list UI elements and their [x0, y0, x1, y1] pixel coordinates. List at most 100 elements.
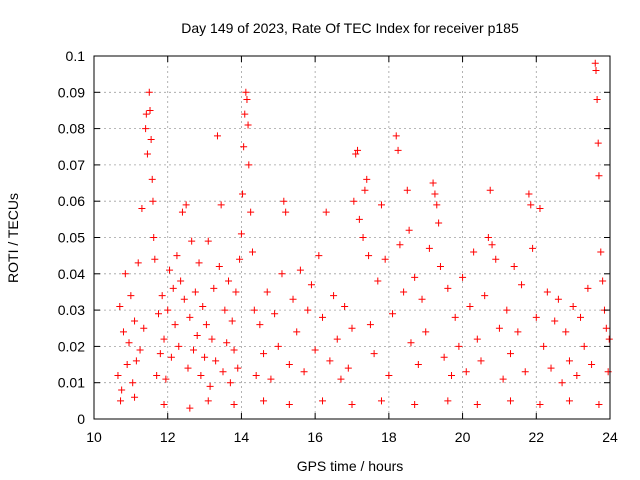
data-point — [429, 179, 437, 187]
data-point — [352, 150, 360, 158]
data-point — [230, 400, 238, 408]
data-point — [138, 204, 146, 212]
data-point — [221, 306, 229, 314]
data-point — [215, 263, 223, 271]
data-point — [486, 186, 494, 194]
x-tick-label: 24 — [602, 429, 618, 445]
data-point — [407, 339, 415, 347]
data-point — [337, 375, 345, 383]
data-point — [263, 288, 271, 296]
data-point — [202, 321, 210, 329]
data-point — [210, 284, 218, 292]
data-point — [492, 255, 500, 263]
data-point — [592, 67, 600, 75]
data-point — [223, 339, 231, 347]
data-point — [392, 132, 400, 140]
data-point — [132, 357, 140, 365]
data-point — [411, 273, 419, 281]
data-point — [422, 328, 430, 336]
data-point — [389, 310, 397, 318]
data-point — [584, 284, 592, 292]
data-point — [250, 306, 258, 314]
data-point — [435, 219, 443, 227]
data-point — [156, 350, 164, 358]
data-point — [304, 306, 312, 314]
data-point — [448, 371, 456, 379]
data-point — [169, 284, 177, 292]
data-point — [602, 324, 610, 332]
data-point — [164, 306, 172, 314]
data-point — [145, 88, 153, 96]
data-point — [319, 397, 327, 405]
data-point — [280, 197, 288, 205]
data-point — [289, 295, 297, 303]
data-point — [577, 313, 585, 321]
data-point — [271, 310, 279, 318]
x-axis-label: GPS time / hours — [297, 458, 404, 474]
data-point — [594, 139, 602, 147]
x-tick-label: 12 — [160, 429, 176, 445]
data-point — [274, 342, 282, 350]
data-point — [121, 270, 129, 278]
chart-title: Day 149 of 2023, Rate Of TEC Index for r… — [181, 20, 519, 36]
data-point — [226, 379, 234, 387]
data-point — [315, 252, 323, 260]
data-point — [167, 353, 175, 361]
data-point — [591, 59, 599, 67]
data-point — [377, 201, 385, 209]
data-point — [278, 270, 286, 278]
data-point — [359, 234, 367, 241]
data-point — [396, 241, 404, 249]
data-point — [451, 313, 459, 321]
x-tick-label: 14 — [234, 429, 250, 445]
data-point — [341, 302, 349, 310]
data-points — [114, 59, 613, 412]
data-point — [148, 175, 156, 183]
data-point — [440, 353, 448, 361]
data-point — [282, 208, 290, 216]
y-tick-label: 0.01 — [58, 375, 85, 391]
data-point — [160, 400, 168, 408]
data-point — [355, 215, 363, 223]
data-point — [414, 361, 422, 369]
data-point — [599, 277, 607, 285]
data-point — [543, 288, 551, 296]
data-point — [239, 190, 247, 198]
data-point — [182, 201, 190, 209]
data-point — [146, 106, 154, 114]
data-point — [300, 368, 308, 376]
data-point — [237, 230, 245, 238]
data-point — [573, 371, 581, 379]
data-point — [127, 292, 135, 300]
x-tick-label: 22 — [528, 429, 544, 445]
data-point — [212, 357, 220, 365]
data-point — [166, 266, 174, 274]
data-point — [131, 393, 139, 401]
data-point — [142, 110, 150, 118]
data-point — [529, 244, 537, 252]
data-point — [134, 259, 142, 267]
data-point — [129, 379, 137, 387]
data-point — [260, 350, 268, 358]
data-point — [605, 335, 613, 343]
data-point — [481, 292, 489, 300]
data-point — [236, 255, 244, 263]
data-point — [595, 172, 603, 180]
y-tick-label: 0 — [77, 411, 85, 427]
data-point — [177, 277, 185, 285]
data-point — [206, 382, 214, 390]
data-point — [425, 244, 433, 252]
data-point — [256, 321, 264, 329]
data-point — [374, 277, 382, 285]
data-point — [411, 400, 419, 408]
y-tick-label: 0.05 — [58, 230, 85, 246]
data-point — [319, 313, 327, 321]
data-point — [418, 295, 426, 303]
data-point — [234, 364, 242, 372]
data-point — [118, 386, 126, 394]
data-point — [114, 371, 122, 379]
x-tick-label: 16 — [307, 429, 323, 445]
data-point — [143, 150, 151, 158]
y-tick-label: 0.1 — [66, 48, 86, 64]
x-tick-label: 10 — [86, 429, 102, 445]
